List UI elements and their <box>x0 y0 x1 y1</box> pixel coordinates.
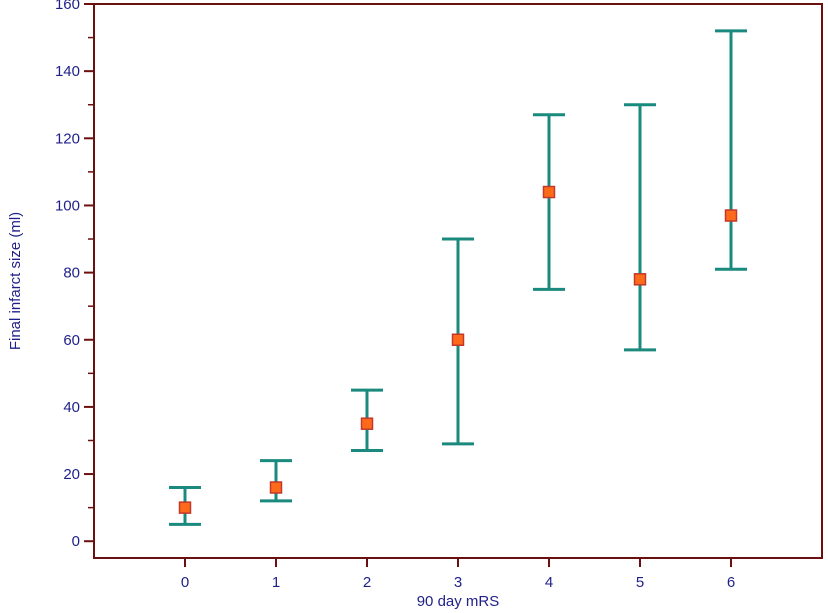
data-point-marker <box>542 185 556 199</box>
x-tick-label: 2 <box>363 574 371 591</box>
y-tick-label: 60 <box>63 332 80 349</box>
data-point-marker <box>360 417 374 430</box>
error-bars <box>169 29 747 526</box>
data-point-marker <box>724 209 738 222</box>
data-point-marker <box>451 333 465 347</box>
error-bar <box>624 103 656 352</box>
y-tick-label: 120 <box>55 130 80 147</box>
x-axis-title: 90 day mRS <box>417 593 500 610</box>
y-axis-title: Final infarct size (ml) <box>7 212 24 350</box>
x-axis-ticks: 0 1 2 3 4 5 6 <box>181 558 735 591</box>
data-point-marker <box>269 481 283 494</box>
x-tick-label: 0 <box>181 574 189 591</box>
x-tick-label: 1 <box>272 574 280 591</box>
y-axis-ticks: 0 20 40 60 80 100 120 140 160 <box>55 0 94 550</box>
data-markers <box>178 185 738 514</box>
plot-frame <box>93 3 823 559</box>
data-point-marker <box>633 273 647 286</box>
y-tick-label: 100 <box>55 197 80 214</box>
x-tick-label: 5 <box>636 574 644 591</box>
error-bar <box>533 113 565 291</box>
x-tick-label: 3 <box>454 574 462 591</box>
y-tick-label: 160 <box>55 0 80 13</box>
y-tick-label: 40 <box>63 399 80 416</box>
y-tick-label: 140 <box>55 63 80 80</box>
x-tick-label: 6 <box>727 574 735 591</box>
data-point-marker <box>178 501 192 514</box>
error-bar <box>260 459 292 503</box>
x-tick-label: 4 <box>545 574 553 591</box>
y-tick-label: 0 <box>72 533 80 550</box>
y-tick-label: 20 <box>63 466 80 483</box>
error-bar <box>715 29 747 271</box>
y-tick-label: 80 <box>63 265 80 282</box>
